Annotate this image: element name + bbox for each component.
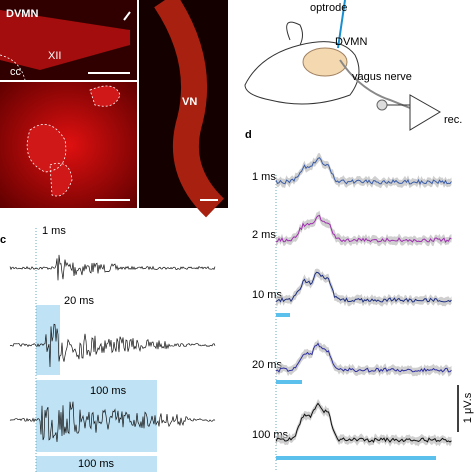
trace	[275, 271, 452, 303]
label: XII	[48, 50, 61, 62]
stim-bar	[276, 380, 302, 384]
label: rec.	[444, 114, 462, 126]
electrode	[376, 99, 388, 111]
ear	[286, 21, 303, 46]
label: vagus nerve	[352, 71, 412, 83]
panel-label: c	[0, 234, 6, 246]
trace	[275, 342, 452, 373]
label: VN	[182, 96, 197, 108]
stim-bar	[276, 313, 290, 317]
error-band	[276, 268, 452, 307]
trace	[9, 323, 216, 368]
trace-label: 20 ms	[64, 295, 94, 307]
brain	[302, 47, 348, 77]
trace-label: 2 ms	[252, 229, 276, 241]
error-band	[276, 339, 452, 377]
trace-label: 1 ms	[252, 171, 276, 183]
trace-label: 10 ms	[252, 289, 282, 301]
nerve	[339, 59, 411, 109]
trace-label: 20 ms	[252, 359, 282, 371]
dvmn-region	[0, 10, 130, 70]
trace	[9, 254, 216, 281]
bar-label: 100 ms	[78, 458, 115, 470]
optrode	[337, 0, 346, 49]
error-band	[276, 399, 452, 447]
stim-bar	[276, 456, 436, 460]
nerve	[154, 0, 225, 218]
arrow	[123, 11, 131, 21]
trace	[275, 157, 452, 186]
trace	[275, 402, 452, 443]
label: optrode	[310, 2, 347, 14]
cells	[26, 85, 121, 197]
error-band	[276, 210, 452, 247]
label: DVMN	[335, 36, 367, 48]
trace	[9, 401, 216, 443]
panel-label: d	[245, 129, 252, 141]
label: cc	[10, 66, 22, 78]
stim-bar	[36, 456, 157, 472]
trace	[275, 214, 452, 243]
trace-label: 100 ms	[90, 385, 127, 397]
trace-label: 1 ms	[42, 225, 66, 237]
rat-head	[244, 41, 360, 105]
scale-label: 1 μV.s	[462, 392, 474, 423]
label: DVMN	[6, 8, 38, 20]
amplifier	[409, 94, 441, 131]
